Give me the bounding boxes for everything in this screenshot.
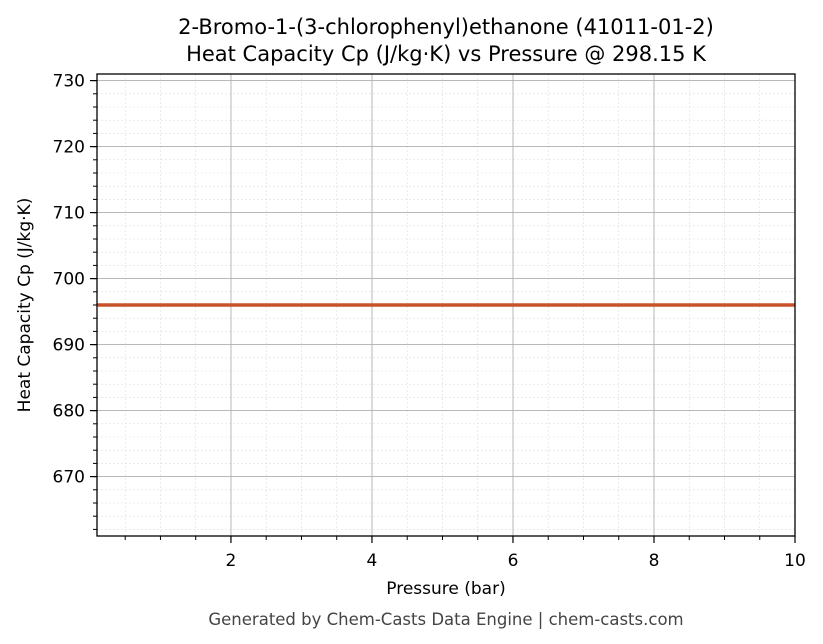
x-tick-label: 2 <box>226 551 237 571</box>
x-tick-label: 4 <box>367 551 378 571</box>
y-tick-label: 710 <box>53 204 85 224</box>
y-tick-label: 680 <box>53 402 85 422</box>
y-tick-label: 730 <box>53 72 85 92</box>
major-grid <box>97 74 796 536</box>
x-axis-label: Pressure (bar) <box>386 579 505 599</box>
chart-title-line1: 2-Bromo-1-(3-chlorophenyl)ethanone (4101… <box>178 15 714 39</box>
x-tick-label: 8 <box>649 551 660 571</box>
y-tick-label: 700 <box>53 270 85 290</box>
y-axis-label: Heat Capacity Cp (J/kg·K) <box>15 198 35 413</box>
footer-credit: Generated by Chem-Casts Data Engine | ch… <box>208 610 683 629</box>
axis-ticks <box>90 79 796 543</box>
y-tick-label: 690 <box>53 336 85 356</box>
tick-labels: 2 4 6 8 10 670 680 690 700 710 720 730 <box>53 72 806 571</box>
y-tick-label: 670 <box>53 468 85 488</box>
chart-title-line2: Heat Capacity Cp (J/kg·K) vs Pressure @ … <box>186 42 707 66</box>
x-tick-label: 10 <box>784 551 806 571</box>
y-tick-label: 720 <box>53 138 85 158</box>
x-tick-label: 6 <box>508 551 519 571</box>
